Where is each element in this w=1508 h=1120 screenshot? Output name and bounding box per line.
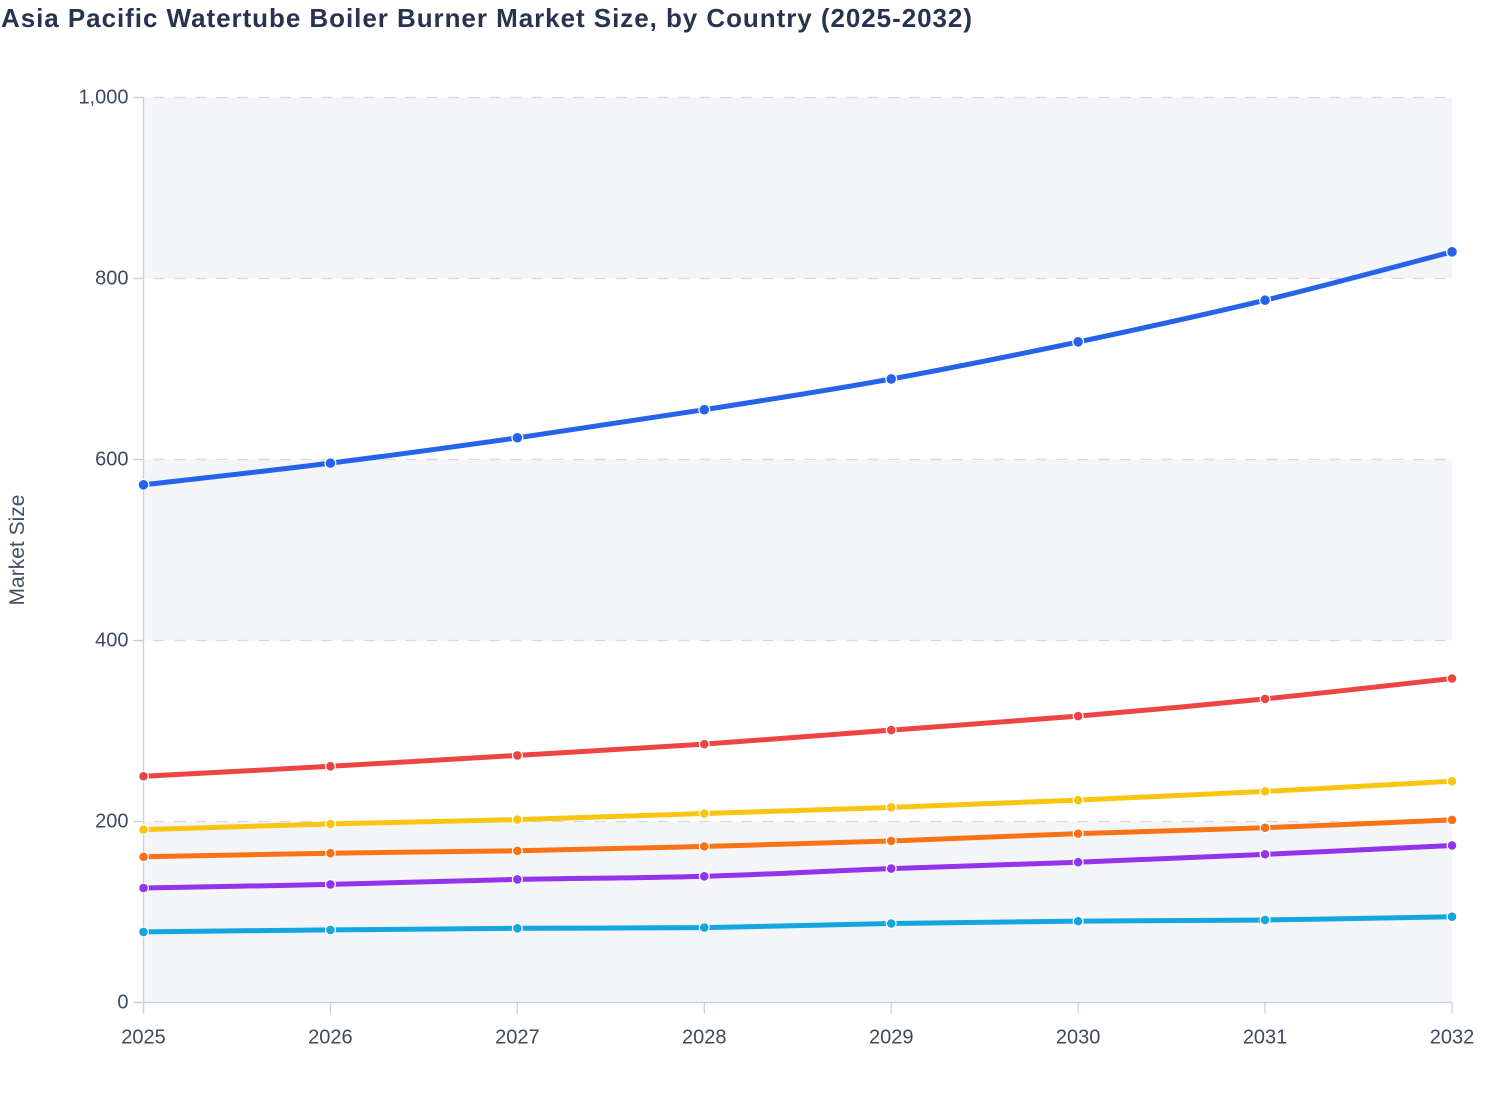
svg-text:2026: 2026 — [308, 1026, 353, 1048]
svg-text:1,000: 1,000 — [78, 87, 128, 109]
svg-text:200: 200 — [95, 811, 128, 833]
svg-text:2031: 2031 — [1243, 1026, 1288, 1048]
svg-text:2028: 2028 — [682, 1026, 727, 1048]
svg-text:800: 800 — [95, 268, 128, 290]
svg-text:Market Size: Market Size — [6, 495, 29, 606]
svg-text:2030: 2030 — [1056, 1026, 1101, 1048]
svg-text:0: 0 — [117, 992, 128, 1014]
svg-text:2032: 2032 — [1430, 1026, 1475, 1048]
svg-text:600: 600 — [95, 449, 128, 471]
svg-text:2025: 2025 — [121, 1026, 166, 1048]
svg-text:2027: 2027 — [495, 1026, 540, 1048]
svg-text:400: 400 — [95, 630, 128, 652]
svg-text:2029: 2029 — [869, 1026, 914, 1048]
